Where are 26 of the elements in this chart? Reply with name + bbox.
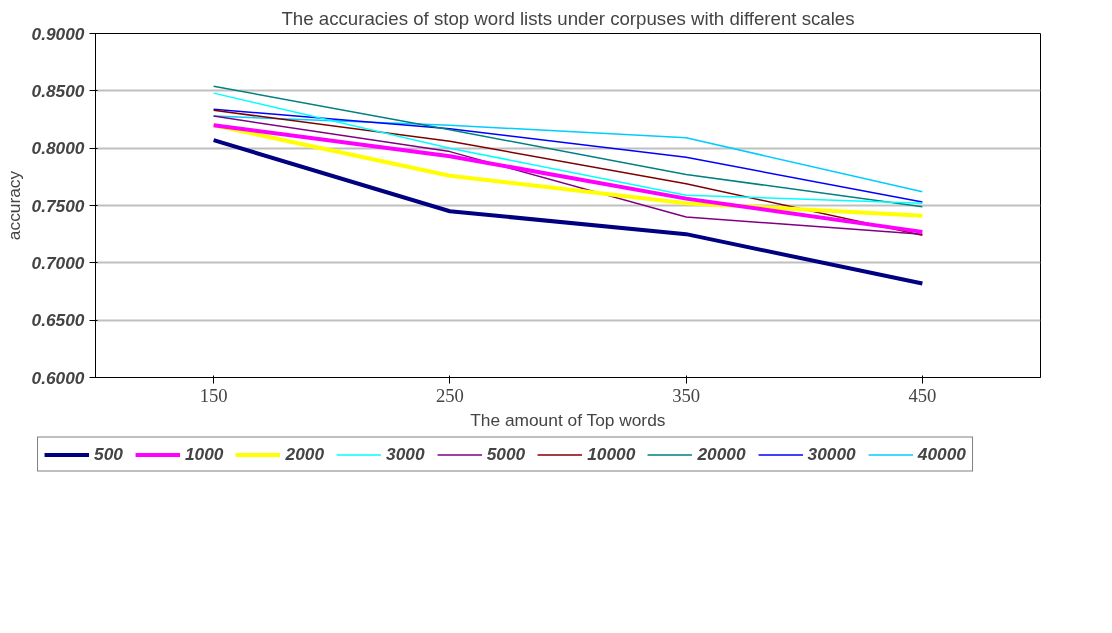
x-tick-label: 150	[199, 384, 228, 406]
legend-label: 30000	[807, 443, 856, 465]
legend-label: 40000	[917, 443, 966, 465]
x-axis-title: The amount of Top words	[470, 409, 666, 430]
line-series	[211, 138, 925, 286]
y-tick-label: 0.7000	[31, 252, 85, 273]
line-series	[212, 108, 924, 203]
line-series	[212, 115, 924, 193]
y-tick-label: 0.6000	[31, 367, 85, 388]
y-axis-title: accuracy	[3, 170, 24, 241]
y-tick-label: 0.6500	[31, 310, 85, 331]
x-tick-label: 350	[672, 384, 701, 406]
legend-label: 5000	[486, 443, 526, 465]
legend-label: 10000	[587, 443, 636, 465]
y-tick-label: 0.8500	[31, 80, 85, 101]
legend-label: 1000	[184, 443, 224, 465]
legend-label: 3000	[386, 443, 425, 465]
chart-title: The accuracies of stop word lists under corpuses with different scales	[281, 7, 855, 29]
y-tick-label: 0.9000	[31, 23, 85, 44]
legend-label: 2000	[285, 443, 325, 465]
y-tick-label: 0.7500	[31, 195, 85, 216]
x-tick-label: 450	[908, 384, 937, 406]
legend-label: 20000	[697, 443, 746, 465]
x-tick-label: 250	[435, 384, 464, 406]
legend-label: 500	[94, 443, 123, 465]
y-tick-label: 0.8000	[31, 138, 85, 159]
